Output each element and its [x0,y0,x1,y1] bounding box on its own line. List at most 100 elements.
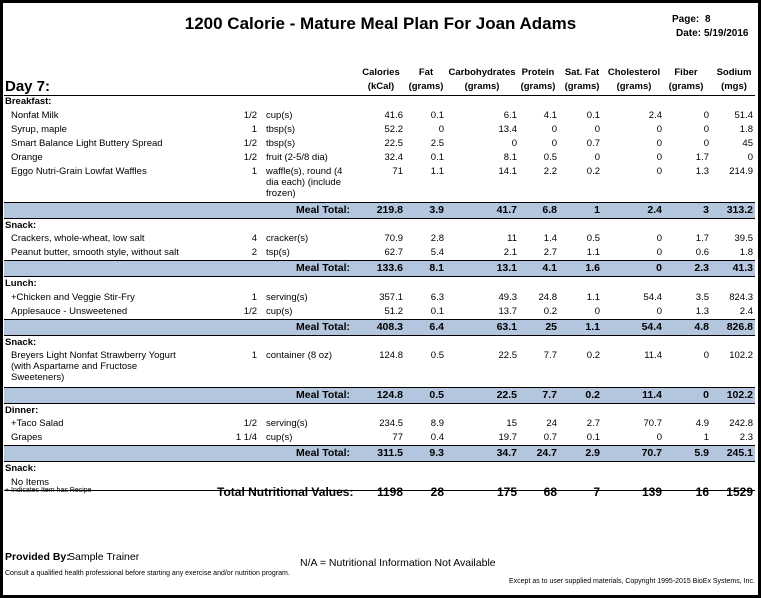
nutrient-value: 6.1 [503,109,517,121]
nutrient-value: 242.8 [729,418,753,430]
food-unit: serving(s) [266,291,308,303]
nutrient-value: 0.7 [543,432,557,444]
column-header-title: Cholesterol [607,67,661,78]
column-header: Sat. Fat (grams) [560,66,604,94]
nutrient-value: 0.2 [586,350,600,362]
meal-total-value: 3 [703,203,709,216]
food-quantity: 1/2 [243,418,257,430]
nutrient-value: 0 [703,350,709,362]
nutrient-value: 62.7 [384,247,404,259]
meal-total-row: Meal Total: 219.8 3.9 41.7 6.8 1 2.4 3 313.2 [4,201,755,219]
nutrient-value: 2.2 [543,165,557,177]
meal-section-heading: Lunch: [5,278,37,290]
nutrient-value: 2.8 [430,233,444,245]
food-name: Breyers Light Nonfat Strawberry Yogurt (w… [11,350,176,384]
nutrient-value: 102.2 [729,350,753,362]
column-header-unit: (grams) [464,81,500,92]
meal-total-row: Meal Total: 124.8 0.5 22.5 7.7 0.2 11.4 0 102.2 [4,386,755,404]
food-quantity: 1 [251,291,257,303]
nutrient-value: 4.1 [543,109,557,121]
meal-total-value: 24.7 [536,447,557,460]
meal-total-value: 2.3 [694,262,709,275]
nutrient-value: 0.2 [543,305,557,317]
nutrient-value: 71 [392,165,403,177]
provided-by-label: Provided By: [5,551,70,563]
meal-total-value: 4.1 [542,262,557,275]
meal-total-value: 3.9 [429,203,444,216]
meal-total-value: 54.4 [641,320,662,333]
meal-total-value: 1 [594,203,600,216]
nutrient-value: 0 [551,123,557,135]
column-header-unit: (grams) [668,81,704,92]
column-header: Fiber (grams) [666,66,706,94]
grand-total-value: 139 [641,485,662,499]
food-name: Eggo Nutri-Grain Lowfat Waffles [11,165,147,177]
nutrient-value: 357.1 [379,291,403,303]
nutrient-value: 0 [747,151,753,163]
nutrient-value: 1.7 [695,151,709,163]
nutrient-value: 0 [656,432,662,444]
food-quantity: 4 [251,233,257,245]
food-quantity: 1 [251,350,257,362]
grand-total-value: 175 [496,485,517,499]
meal-total-value: 7.7 [542,388,557,401]
column-header-title: Calories [362,67,400,78]
nutrient-value: 0 [703,123,709,135]
food-unit: cup(s) [266,305,293,317]
food-quantity: 2 [251,247,257,259]
nutrient-value: 3.5 [695,291,709,303]
nutrient-value: 14.1 [498,165,518,177]
nutrient-value: 0 [703,137,709,149]
nutrient-value: 49.3 [498,291,518,303]
date-label: Date: [676,28,702,39]
page-label: Page: [672,14,700,25]
meal-total-row: Meal Total: 408.3 6.4 63.1 25 1.1 54.4 4.8 826.8 [4,318,755,336]
meal-total-value: 4.8 [694,320,709,333]
food-name: Grapes [11,432,43,444]
meal-total-value: 8.1 [429,262,444,275]
nutrient-value: 0.5 [586,233,600,245]
meal-total-value: 245.1 [726,447,753,460]
nutrient-value: 54.4 [643,291,663,303]
provided-by-value: Sample Trainer [68,551,140,563]
meal-total-value: 0 [656,262,662,275]
nutrient-value: 0.2 [586,165,600,177]
column-header-unit: (kCal) [367,81,395,92]
page-title: 1200 Calorie - Mature Meal Plan For Joan… [184,14,577,33]
nutrient-value: 0 [656,165,662,177]
nutrient-value: 2.3 [739,432,753,444]
nutrient-value: 51.2 [384,305,404,317]
nutrient-value: 0 [438,123,444,135]
column-header-title: Sodium [716,67,752,78]
food-quantity: 1/2 [243,305,257,317]
meal-total-value: 219.8 [376,203,403,216]
nutrient-value: 4.9 [695,418,709,430]
food-name: No Items [11,476,50,488]
meal-section-heading: Snack: [5,336,37,348]
column-header: Calories (kCal) [356,66,406,94]
nutrient-value: 0 [656,305,662,317]
meal-total-value: 9.3 [429,447,444,460]
meal-total-value: 0.5 [429,388,444,401]
grand-total-value: 28 [430,485,444,499]
na-note: N/A = Nutritional Information Not Availa… [300,557,496,569]
food-name: Peanut butter, smooth style, without sal… [11,247,179,259]
column-header-title: Protein [521,67,555,78]
food-unit: cup(s) [266,109,293,121]
meal-total-value: 34.7 [496,447,517,460]
grand-total-value: 68 [543,485,557,499]
meal-total-value: 102.2 [726,388,753,401]
column-header: Fat (grams) [406,66,446,94]
column-header-unit: (grams) [520,81,556,92]
nutrient-value: 0 [656,123,662,135]
column-header-unit: (grams) [408,81,444,92]
nutrient-value: 1.3 [695,305,709,317]
meal-total-label: Meal Total: [296,320,351,333]
nutrient-value: 124.8 [379,350,403,362]
report-date: 5/19/2016 [704,28,749,39]
column-header-title: Carbohydrates [448,67,516,78]
nutrient-value: 13.7 [498,305,518,317]
nutrient-value: 52.2 [384,123,404,135]
food-name: Orange [11,151,43,163]
nutrient-value: 8.9 [430,418,444,430]
